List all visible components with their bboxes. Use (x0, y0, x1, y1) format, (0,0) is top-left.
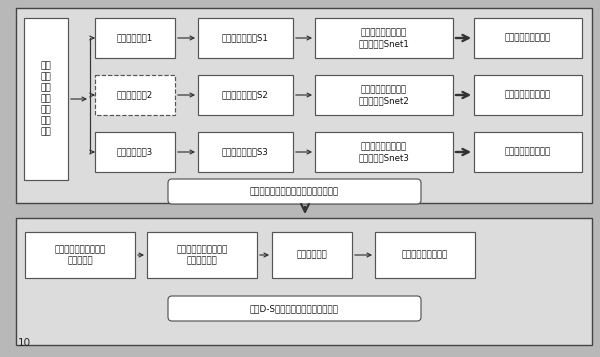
Text: 计算各个证据体的基本
可信度分配值: 计算各个证据体的基本 可信度分配值 (176, 245, 227, 265)
Text: 10: 10 (18, 338, 31, 348)
Bar (25, 232, 135, 278)
Bar (16, 8, 592, 203)
Bar (198, 132, 293, 172)
Text: 将特征级融合诊断结果
作为证据体: 将特征级融合诊断结果 作为证据体 (55, 245, 106, 265)
Text: 构造特征子空间S1: 构造特征子空间S1 (222, 34, 269, 42)
Text: 提取特征参数2: 提取特征参数2 (117, 91, 153, 100)
Text: 往复
式压
缩机
实验
台与
监测
系统: 往复 式压 缩机 实验 台与 监测 系统 (41, 61, 52, 137)
Bar (95, 75, 175, 115)
Bar (198, 75, 293, 115)
Text: 训练神经网络从而得
到诊断网络Snet2: 训练神经网络从而得 到诊断网络Snet2 (359, 85, 409, 105)
FancyBboxPatch shape (168, 179, 421, 204)
Bar (95, 132, 175, 172)
Bar (16, 218, 592, 345)
Bar (315, 132, 453, 172)
Bar (375, 232, 475, 278)
Bar (474, 18, 582, 58)
Text: 基于D-S证据理论的决策级融合诊断: 基于D-S证据理论的决策级融合诊断 (250, 304, 339, 313)
Text: 训练神经网络从而得
到诊断网络Snet3: 训练神经网络从而得 到诊断网络Snet3 (359, 142, 409, 162)
Bar (474, 75, 582, 115)
Text: 基于径向基神经网络的特征级融合诊断: 基于径向基神经网络的特征级融合诊断 (250, 187, 339, 196)
Text: 提取特征参数3: 提取特征参数3 (117, 147, 153, 156)
Text: 得到特征级诊断结果: 得到特征级诊断结果 (505, 91, 551, 100)
FancyBboxPatch shape (168, 296, 421, 321)
Bar (198, 18, 293, 58)
Text: 提取特征参数1: 提取特征参数1 (117, 34, 153, 42)
Bar (147, 232, 257, 278)
Text: 得到特征级诊断结果: 得到特征级诊断结果 (505, 34, 551, 42)
Text: 构造特征子空间S3: 构造特征子空间S3 (222, 147, 269, 156)
Bar (95, 18, 175, 58)
Bar (272, 232, 352, 278)
Text: 制定决策规则: 制定决策规则 (296, 251, 328, 260)
Bar (474, 132, 582, 172)
Bar (315, 18, 453, 58)
Text: 构造特征子空间S2: 构造特征子空间S2 (222, 91, 269, 100)
Text: 得到特征级诊断结果: 得到特征级诊断结果 (505, 147, 551, 156)
Bar (24, 18, 68, 180)
Text: 训练神经网络从而得
到诊断网络Snet1: 训练神经网络从而得 到诊断网络Snet1 (359, 28, 409, 48)
Bar (315, 75, 453, 115)
Text: 得到决策级诊断结论: 得到决策级诊断结论 (402, 251, 448, 260)
